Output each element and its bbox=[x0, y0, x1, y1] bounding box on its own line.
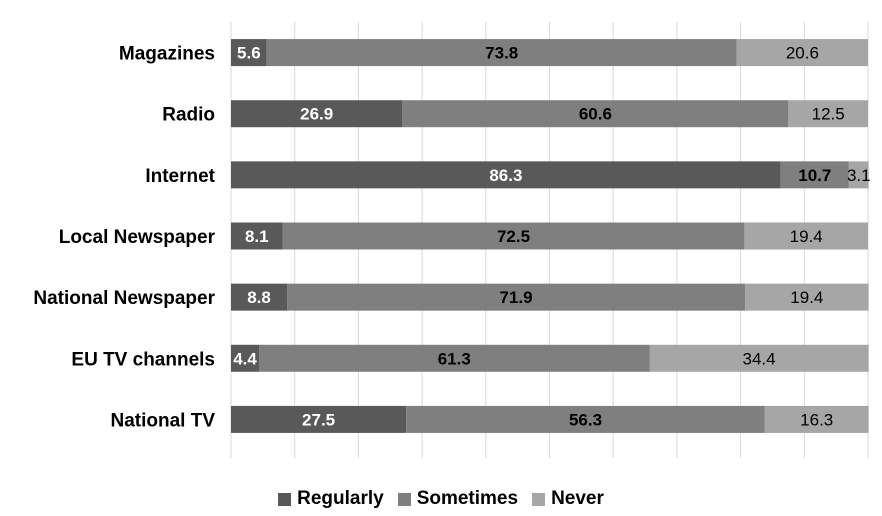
bar-segment-never bbox=[744, 222, 868, 250]
data-label: 20.6 bbox=[786, 44, 819, 63]
data-label: 8.8 bbox=[247, 288, 271, 307]
data-label: 16.3 bbox=[800, 410, 833, 429]
bar-segment-never bbox=[736, 39, 868, 67]
bar-segment-sometimes bbox=[282, 222, 745, 250]
category-label: Internet bbox=[145, 166, 215, 187]
legend-label-never: Never bbox=[551, 488, 604, 509]
legend-label-sometimes: Sometimes bbox=[416, 488, 519, 509]
bar-segment-sometimes bbox=[406, 405, 765, 433]
bar-segment-regularly bbox=[231, 344, 260, 372]
bar-segment-never bbox=[848, 161, 869, 189]
data-label: 19.4 bbox=[790, 288, 823, 307]
bar-segment-regularly bbox=[231, 222, 283, 250]
data-label: 34.4 bbox=[743, 349, 776, 368]
bar-segment-sometimes bbox=[287, 283, 746, 311]
bar-segment-regularly bbox=[231, 161, 781, 189]
data-label: 72.5 bbox=[497, 227, 530, 246]
legend-swatch-regularly bbox=[278, 492, 292, 506]
category-label: National TV bbox=[110, 410, 215, 431]
legend-item-regularly: Regularly bbox=[278, 488, 384, 510]
data-label: 19.4 bbox=[790, 227, 823, 246]
data-label: 61.3 bbox=[438, 349, 471, 368]
data-label: 12.5 bbox=[812, 105, 845, 124]
bar-segment-regularly bbox=[231, 100, 403, 128]
data-label: 5.6 bbox=[237, 44, 261, 63]
data-label: 86.3 bbox=[489, 166, 522, 185]
bar-segment-regularly bbox=[231, 405, 407, 433]
data-label: 71.9 bbox=[500, 288, 533, 307]
category-label: Radio bbox=[162, 105, 215, 126]
bar-segment-never bbox=[788, 100, 868, 128]
data-label: 4.4 bbox=[233, 349, 257, 368]
legend-item-sometimes: Sometimes bbox=[397, 488, 519, 510]
category-label: National Newspaper bbox=[33, 288, 215, 309]
data-label: 3.1 bbox=[847, 166, 871, 185]
legend-item-never: Never bbox=[532, 488, 604, 510]
legend-label-regularly: Regularly bbox=[297, 488, 384, 509]
category-label: Magazines bbox=[119, 44, 215, 65]
bar-segment-never bbox=[649, 344, 869, 372]
bar-segment-never bbox=[745, 283, 869, 311]
data-label: 60.6 bbox=[579, 105, 612, 124]
category-label: Local Newspaper bbox=[59, 227, 216, 248]
legend-swatch-never bbox=[532, 492, 546, 506]
bar-segment-regularly bbox=[231, 39, 267, 67]
bar-segment-regularly bbox=[231, 283, 288, 311]
legend-swatch-sometimes bbox=[397, 492, 411, 506]
data-label: 27.5 bbox=[302, 410, 335, 429]
data-label: 56.3 bbox=[569, 410, 602, 429]
bar-segment-sometimes bbox=[402, 100, 789, 128]
data-label: 26.9 bbox=[300, 105, 333, 124]
bar-segment-sometimes bbox=[266, 39, 737, 67]
bar-segment-never bbox=[764, 405, 869, 433]
data-label: 10.7 bbox=[798, 166, 831, 185]
bar-segment-sometimes bbox=[780, 161, 849, 189]
legend: Regularly Sometimes Never bbox=[0, 488, 882, 510]
data-label: 8.1 bbox=[245, 227, 269, 246]
data-label: 73.8 bbox=[485, 44, 518, 63]
category-label: EU TV channels bbox=[71, 349, 215, 370]
bar-segment-sometimes bbox=[259, 344, 650, 372]
